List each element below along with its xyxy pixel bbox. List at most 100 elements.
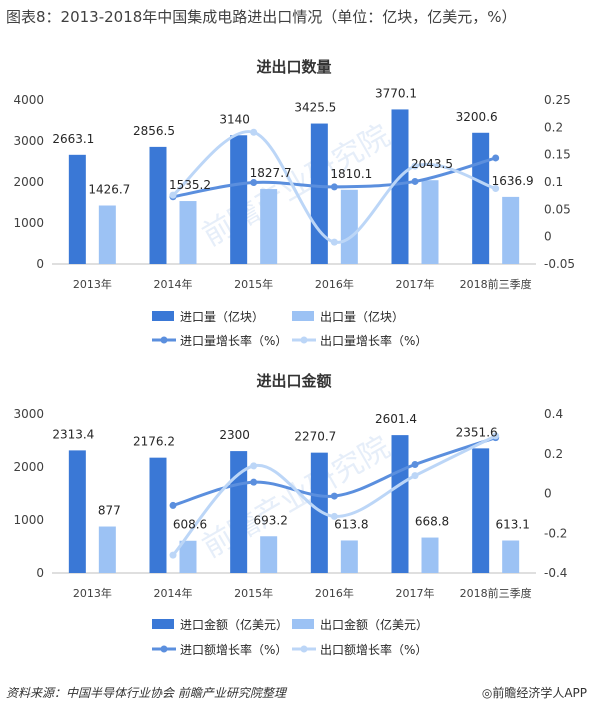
export-value-label: 1636.9 bbox=[492, 174, 534, 188]
export-bar bbox=[502, 196, 520, 264]
y-tick-label: 3000 bbox=[13, 134, 44, 148]
export-value-label: 613.8 bbox=[334, 517, 368, 531]
page-title: 图表8：2013-2018年中国集成电路进出口情况（单位：亿块，亿美元，%） bbox=[6, 8, 517, 26]
export-bar bbox=[98, 205, 116, 264]
chart-title: 进出口数量 bbox=[256, 58, 331, 76]
y2-tick-label: 0.2 bbox=[544, 120, 563, 134]
export-growth-point bbox=[250, 128, 258, 136]
legend-marker bbox=[160, 645, 168, 653]
import-bar bbox=[68, 450, 86, 573]
export-bar bbox=[98, 526, 116, 573]
legend-marker bbox=[160, 336, 168, 344]
export-growth-point bbox=[169, 191, 177, 199]
source-note: 资料来源：中国半导体行业协会 前瞻产业研究院整理 bbox=[6, 686, 286, 700]
x-tick-label: 2014年 bbox=[154, 277, 193, 291]
import-bar bbox=[149, 457, 167, 573]
import-growth-point bbox=[411, 460, 419, 468]
y2-tick-label: 0.05 bbox=[544, 202, 571, 216]
x-tick-label: 2015年 bbox=[234, 277, 273, 291]
export-bar bbox=[502, 540, 520, 573]
import-bar bbox=[472, 448, 490, 573]
x-tick-label: 2013年 bbox=[73, 277, 112, 291]
export-bar bbox=[340, 540, 358, 573]
import-bar bbox=[230, 451, 248, 573]
import-bar bbox=[310, 123, 328, 264]
x-tick-label: 2014年 bbox=[154, 586, 193, 600]
import-bar bbox=[391, 435, 409, 573]
x-tick-label: 2013年 bbox=[73, 586, 112, 600]
import-value-label: 2663.1 bbox=[52, 132, 94, 146]
import-value-label: 2856.5 bbox=[133, 124, 175, 138]
export-value-label: 877 bbox=[98, 504, 121, 518]
y2-tick-label: 0.15 bbox=[544, 148, 571, 162]
y-tick-label: 3000 bbox=[13, 407, 44, 421]
export-growth-point bbox=[330, 512, 338, 520]
export-value-label: 608.6 bbox=[173, 518, 207, 532]
brand-mark: ◎前瞻经济学人APP bbox=[481, 686, 587, 700]
import-value-label: 2351.6 bbox=[456, 425, 498, 439]
x-tick-label: 2016年 bbox=[315, 277, 354, 291]
import-growth-point bbox=[250, 179, 258, 187]
import-bar bbox=[149, 146, 167, 264]
export-bar bbox=[421, 537, 439, 573]
export-growth-point bbox=[411, 472, 419, 480]
export-value-label: 613.1 bbox=[495, 518, 529, 532]
import-growth-point bbox=[169, 501, 177, 509]
import-value-label: 3140 bbox=[219, 112, 250, 126]
export-growth-line bbox=[171, 434, 497, 557]
x-tick-label: 2015年 bbox=[234, 586, 273, 600]
export-growth-point bbox=[411, 162, 419, 170]
y2-tick-label: 0.4 bbox=[544, 407, 563, 421]
y2-tick-label: -0.2 bbox=[544, 526, 567, 540]
import-value-label: 3770.1 bbox=[375, 86, 417, 100]
export-bar bbox=[260, 536, 278, 573]
y2-tick-label: -0.4 bbox=[544, 566, 567, 580]
export-bar bbox=[260, 189, 278, 264]
y2-tick-label: 0.25 bbox=[544, 93, 571, 107]
y-tick-label: 4000 bbox=[13, 93, 44, 107]
export-bar bbox=[179, 540, 197, 573]
import-bar bbox=[310, 452, 328, 573]
legend-swatch bbox=[152, 311, 174, 321]
y2-tick-label: 0 bbox=[544, 230, 552, 244]
import-value-label: 3425.5 bbox=[294, 101, 336, 115]
export-value-label: 693.2 bbox=[253, 513, 287, 527]
import-growth-point bbox=[330, 183, 338, 191]
x-tick-label: 2018前三季度 bbox=[460, 586, 532, 600]
x-tick-label: 2017年 bbox=[396, 277, 435, 291]
import-growth-point bbox=[330, 492, 338, 500]
y-tick-label: 2000 bbox=[13, 175, 44, 189]
export-growth-point bbox=[492, 185, 500, 193]
chart-import-export-volume: 前瞻产业研究院进出口数量01000200030004000-0.0500.050… bbox=[13, 58, 575, 348]
footer: 资料来源：中国半导体行业协会 前瞻产业研究院整理 ◎前瞻经济学人APP bbox=[0, 680, 593, 707]
import-value-label: 3200.6 bbox=[456, 110, 498, 124]
export-growth-point bbox=[492, 432, 500, 440]
legend-marker bbox=[300, 336, 308, 344]
x-tick-label: 2017年 bbox=[396, 586, 435, 600]
legend-swatch bbox=[152, 619, 174, 629]
import-value-label: 2176.2 bbox=[133, 435, 175, 449]
import-bar bbox=[472, 132, 490, 264]
x-tick-label: 2016年 bbox=[315, 586, 354, 600]
y-tick-label: 0 bbox=[36, 566, 44, 580]
legend-label: 进口量（亿块） bbox=[180, 309, 264, 324]
legend-label: 出口额增长率（%） bbox=[320, 642, 427, 657]
export-growth-point bbox=[250, 462, 258, 470]
export-bar bbox=[340, 189, 358, 264]
legend-label: 进口量增长率（%） bbox=[180, 333, 287, 348]
legend-label: 进口额增长率（%） bbox=[180, 642, 287, 657]
y-tick-label: 1000 bbox=[13, 513, 44, 527]
chart-import-export-value: 前瞻产业研究院 进出口金额 0 1000 2000 3000 -0.4 -0.2 0 0.2 0.4… bbox=[13, 372, 567, 657]
import-value-label: 2601.4 bbox=[375, 412, 417, 426]
y2-tick-label: -0.05 bbox=[544, 257, 575, 271]
legend-label: 出口量（亿块） bbox=[320, 309, 404, 324]
import-value-label: 2300 bbox=[219, 428, 250, 442]
y2-tick-label: 0.2 bbox=[544, 447, 563, 461]
y-tick-label: 0 bbox=[36, 257, 44, 271]
export-value-label: 668.8 bbox=[415, 515, 449, 529]
export-value-label: 1827.7 bbox=[250, 166, 292, 180]
import-growth-point bbox=[492, 154, 500, 162]
y-tick-label: 1000 bbox=[13, 216, 44, 230]
y2-tick-label: 0.1 bbox=[544, 175, 563, 189]
export-growth-point bbox=[330, 238, 338, 246]
